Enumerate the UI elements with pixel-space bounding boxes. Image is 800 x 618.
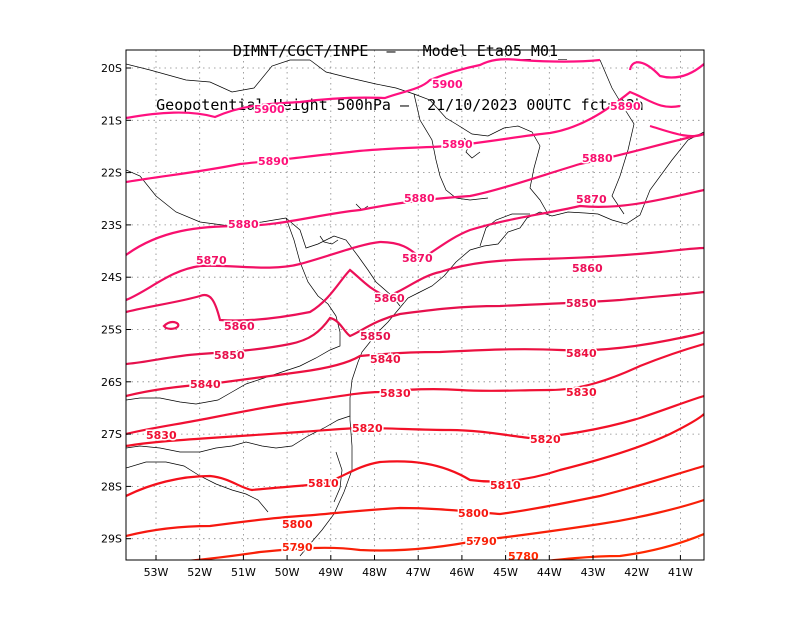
- contour-label: 5900: [254, 103, 285, 116]
- contour-label: 5850: [214, 349, 245, 362]
- ms-sp-border: [126, 59, 310, 93]
- contour-label: 5830: [566, 386, 597, 399]
- contour-label: 5880: [228, 218, 259, 231]
- graticule: [126, 50, 704, 560]
- contour-label: 5880: [582, 152, 613, 165]
- plot-frame: [125, 49, 705, 561]
- contour-5890: [126, 90, 681, 184]
- lat-tick-label: 28S: [101, 480, 122, 493]
- lon-tick-label: 47W: [406, 566, 431, 579]
- contour-label: 5790: [282, 541, 313, 554]
- contour-label: 5800: [458, 507, 489, 520]
- latitude-axis: 20S 21S 22S 23S 24S 25S 26S 27S 28S 29S: [101, 62, 131, 546]
- parana-river: [285, 217, 337, 317]
- lon-tick-label: 43W: [581, 566, 606, 579]
- contour-label: 5820: [530, 433, 561, 446]
- contour-label: 5810: [490, 479, 521, 492]
- lon-tick-label: 49W: [318, 566, 343, 579]
- contour-label: 5790: [466, 535, 497, 548]
- contour-5800: [126, 464, 704, 538]
- sp-mg-border: [309, 59, 415, 95]
- lagoa-dos-patos: [333, 451, 343, 503]
- lat-tick-label: 21S: [101, 114, 122, 127]
- contour-label: 5850: [566, 297, 597, 310]
- contour-label: 5870: [196, 254, 227, 267]
- mg-es-border: [599, 59, 635, 215]
- contour-label: 5840: [566, 347, 597, 360]
- lon-tick-label: 53W: [144, 566, 169, 579]
- lat-tick-label: 22S: [101, 167, 122, 180]
- lat-tick-label: 27S: [101, 428, 122, 441]
- lon-tick-label: 42W: [624, 566, 649, 579]
- contour-5830: [126, 342, 704, 436]
- pr-sc-border: [126, 315, 341, 405]
- coastline: [299, 131, 704, 557]
- contour-5850: [126, 290, 704, 366]
- contour-5900-left: [126, 58, 601, 120]
- longitude-axis: 53W 52W 51W 50W 49W 48W 47W 46W 45W 44W 43W 42W 41W: [144, 555, 693, 579]
- rs-uy-border: [126, 461, 269, 513]
- contour-5780: [544, 532, 704, 560]
- contour-label: 5890: [442, 138, 473, 151]
- lon-tick-label: 52W: [187, 566, 212, 579]
- contour-5890-right: [649, 124, 704, 138]
- contour-5880: [126, 132, 704, 256]
- contour-label: 5820: [352, 422, 383, 435]
- contour-lines: [126, 58, 704, 560]
- lon-tick-label: 41W: [668, 566, 693, 579]
- contour-5860-loop: [162, 320, 180, 330]
- lat-tick-label: 23S: [101, 219, 122, 232]
- contour-labels: 5900 5900 5890 5890 5890 5880 5880 5880 …: [145, 77, 643, 565]
- contour-label: 5860: [374, 292, 405, 305]
- lon-tick-label: 51W: [231, 566, 256, 579]
- contour-label: 5890: [258, 155, 289, 168]
- lat-tick-label: 20S: [101, 62, 122, 75]
- contour-label: 5840: [370, 353, 401, 366]
- lon-tick-label: 50W: [275, 566, 300, 579]
- lat-tick-label: 24S: [101, 271, 122, 284]
- contour-label: 5850: [360, 330, 391, 343]
- lon-tick-label: 45W: [493, 566, 518, 579]
- contour-5870: [126, 188, 704, 302]
- contour-5810: [126, 413, 704, 497]
- contour-5790: [185, 498, 704, 560]
- contour-label: 5800: [282, 518, 313, 531]
- contour-label: 5830: [380, 387, 411, 400]
- contour-label: 5890: [610, 100, 641, 113]
- rj-sp-border: [479, 213, 530, 247]
- lon-tick-label: 44W: [537, 566, 562, 579]
- sp-mg-inner: [413, 93, 489, 201]
- contour-label: 5880: [404, 192, 435, 205]
- sp-pr-border: [285, 217, 401, 307]
- lon-tick-label: 46W: [449, 566, 474, 579]
- contour-5900-right: [628, 61, 704, 79]
- contour-label: 5900: [432, 78, 463, 91]
- contour-label: 5810: [308, 477, 339, 490]
- coastline-borders: [126, 59, 704, 557]
- lat-tick-label: 26S: [101, 376, 122, 389]
- contour-5820: [126, 394, 704, 448]
- contour-label: 5870: [576, 193, 607, 206]
- mg-border: [413, 93, 549, 215]
- contour-label: 5830: [146, 429, 177, 442]
- contour-5860: [126, 246, 704, 322]
- lon-tick-label: 48W: [362, 566, 387, 579]
- lat-tick-label: 25S: [101, 324, 122, 337]
- contour-label: 5860: [224, 320, 255, 333]
- contour-label: 5780: [508, 550, 539, 563]
- title-line-1: DIMNT/CGCT/INPE – Model Eta05_M01_: [232, 42, 568, 60]
- contour-label: 5860: [572, 262, 603, 275]
- contour-label: 5870: [402, 252, 433, 265]
- lake-reservoir-1: [319, 235, 339, 245]
- contour-5840: [126, 330, 704, 398]
- contour-label: 5840: [190, 378, 221, 391]
- guanabara: [463, 137, 481, 159]
- lat-tick-label: 29S: [101, 533, 122, 546]
